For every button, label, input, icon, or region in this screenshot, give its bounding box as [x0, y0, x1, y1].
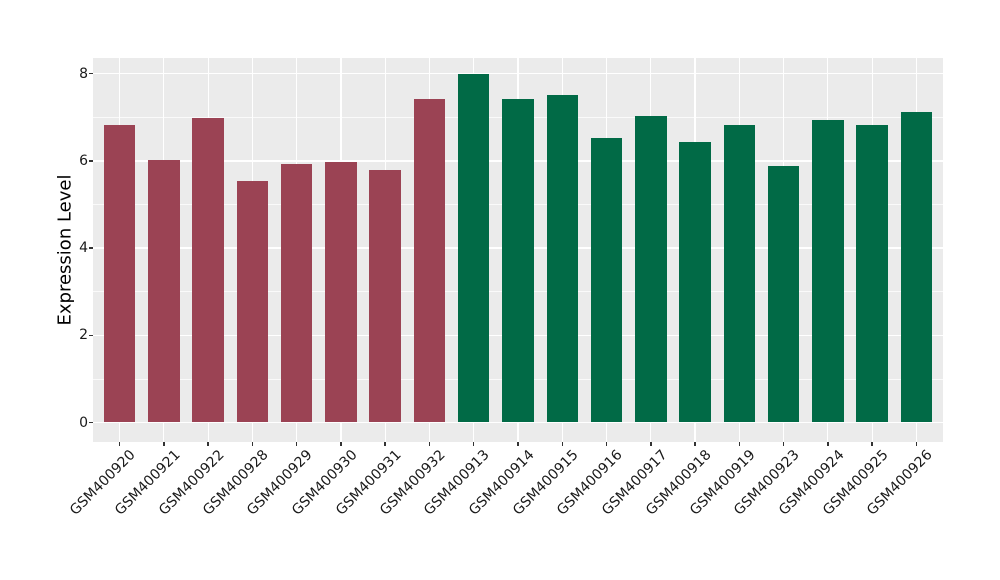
x-tick: [118, 442, 121, 446]
bar-GSM400929: [280, 163, 313, 423]
x-tick: [694, 442, 696, 446]
bar-GSM400917: [635, 115, 667, 423]
x-tick: [517, 442, 519, 446]
y-tick: [89, 421, 93, 424]
bar-GSM400916: [590, 137, 623, 423]
y-tick: [89, 160, 93, 162]
bar-GSM400924: [812, 120, 844, 423]
x-tick: [605, 442, 608, 446]
bar-GSM400931: [369, 170, 401, 423]
bar-GSM400926: [900, 112, 933, 423]
bar-GSM400914: [502, 99, 534, 423]
bar-GSM400921: [148, 159, 180, 423]
x-tick: [561, 442, 563, 446]
y-tick: [89, 73, 93, 75]
y-tick-label: 2: [79, 327, 88, 344]
x-tick: [827, 442, 829, 446]
y-tick: [89, 334, 93, 336]
x-tick: [782, 442, 785, 446]
x-tick: [340, 442, 342, 446]
bar-GSM400915: [546, 95, 579, 423]
x-tick: [207, 442, 209, 446]
y-tick-label: 4: [79, 240, 88, 257]
x-tick: [163, 442, 165, 446]
bar-GSM400919: [723, 124, 756, 423]
bar-GSM400923: [767, 166, 800, 423]
bar-GSM400922: [192, 118, 224, 423]
bar-GSM400920: [103, 125, 136, 423]
x-tick: [650, 442, 652, 446]
bar-GSM400925: [856, 125, 888, 423]
x-tick: [384, 442, 386, 446]
y-tick: [89, 247, 93, 249]
bar-GSM400928: [236, 180, 269, 423]
bar-GSM400918: [679, 142, 711, 423]
x-tick: [428, 442, 431, 446]
bar-GSM400913: [457, 73, 490, 423]
x-tick: [871, 442, 873, 446]
y-tick-label: 0: [79, 414, 88, 431]
y-tick-label: 6: [79, 152, 88, 169]
x-tick: [251, 442, 254, 446]
x-tick: [915, 442, 918, 446]
x-tick: [738, 442, 741, 446]
plot-panel: [93, 58, 943, 442]
x-tick: [295, 442, 298, 446]
bar-GSM400930: [325, 161, 357, 423]
bar-GSM400932: [413, 99, 446, 423]
x-tick: [473, 442, 475, 446]
y-tick-label: 8: [79, 65, 88, 82]
